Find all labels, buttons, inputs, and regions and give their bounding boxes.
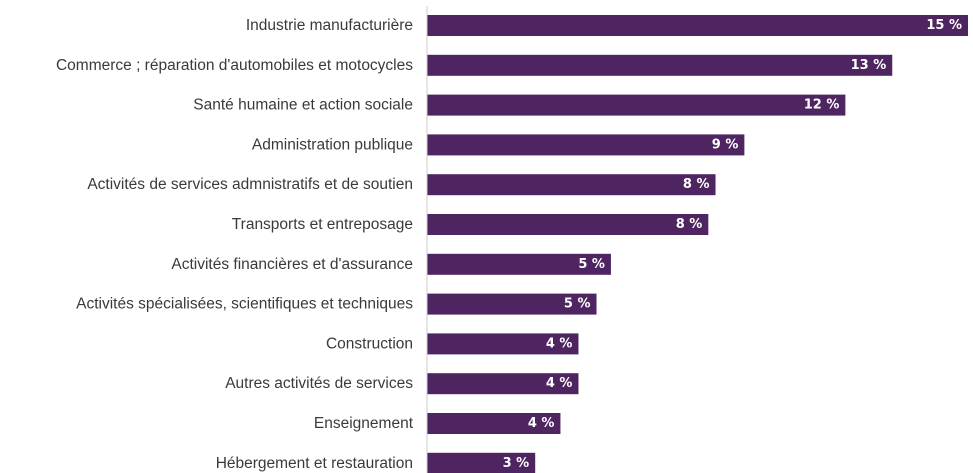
bar [427,134,745,156]
value-label: 13 % [851,58,887,73]
category-label: Transports et entreposage [232,216,413,233]
bar [427,333,579,355]
value-label: 5 % [578,257,605,272]
bar [427,214,709,235]
category-label: Activités financières et d'assurance [171,256,413,273]
bar [427,452,536,473]
value-label: 4 % [546,336,573,351]
bars-group [427,15,968,473]
value-label: 9 % [712,137,739,152]
category-label: Santé humaine et action sociale [193,97,413,114]
bar [427,15,968,36]
bar [427,94,846,116]
category-label: Activités de services admnistratifs et d… [87,176,413,193]
value-label: 3 % [503,456,530,471]
bar [427,413,561,434]
category-label: Administration publique [252,136,413,153]
bar [427,253,611,275]
value-label: 8 % [683,177,710,192]
value-label: 8 % [676,217,703,232]
bar [427,293,597,315]
value-label: 15 % [926,18,962,33]
value-label: 4 % [528,416,555,431]
value-label: 4 % [546,376,573,391]
category-label: Hébergement et restauration [216,455,413,472]
value-label: 5 % [564,297,591,312]
category-labels-group: Industrie manufacturière Commerce ; répar… [56,17,414,472]
category-label: Autres activités de services [225,375,413,392]
bar [427,174,716,196]
value-labels-group: 15 % 13 % 12 % 9 % 8 % 8 % 5 % 5 % 4 % 4 % 4 % 3 % [503,18,962,471]
bar [427,54,893,76]
category-label: Activités spécialisées, scientifiques et… [76,296,413,313]
category-label: Industrie manufacturière [246,17,413,34]
category-label: Enseignement [314,415,414,432]
bar [427,373,579,395]
category-label: Construction [326,335,413,352]
category-label: Commerce ; réparation d'automobiles et m… [56,57,413,74]
value-label: 12 % [804,98,840,113]
